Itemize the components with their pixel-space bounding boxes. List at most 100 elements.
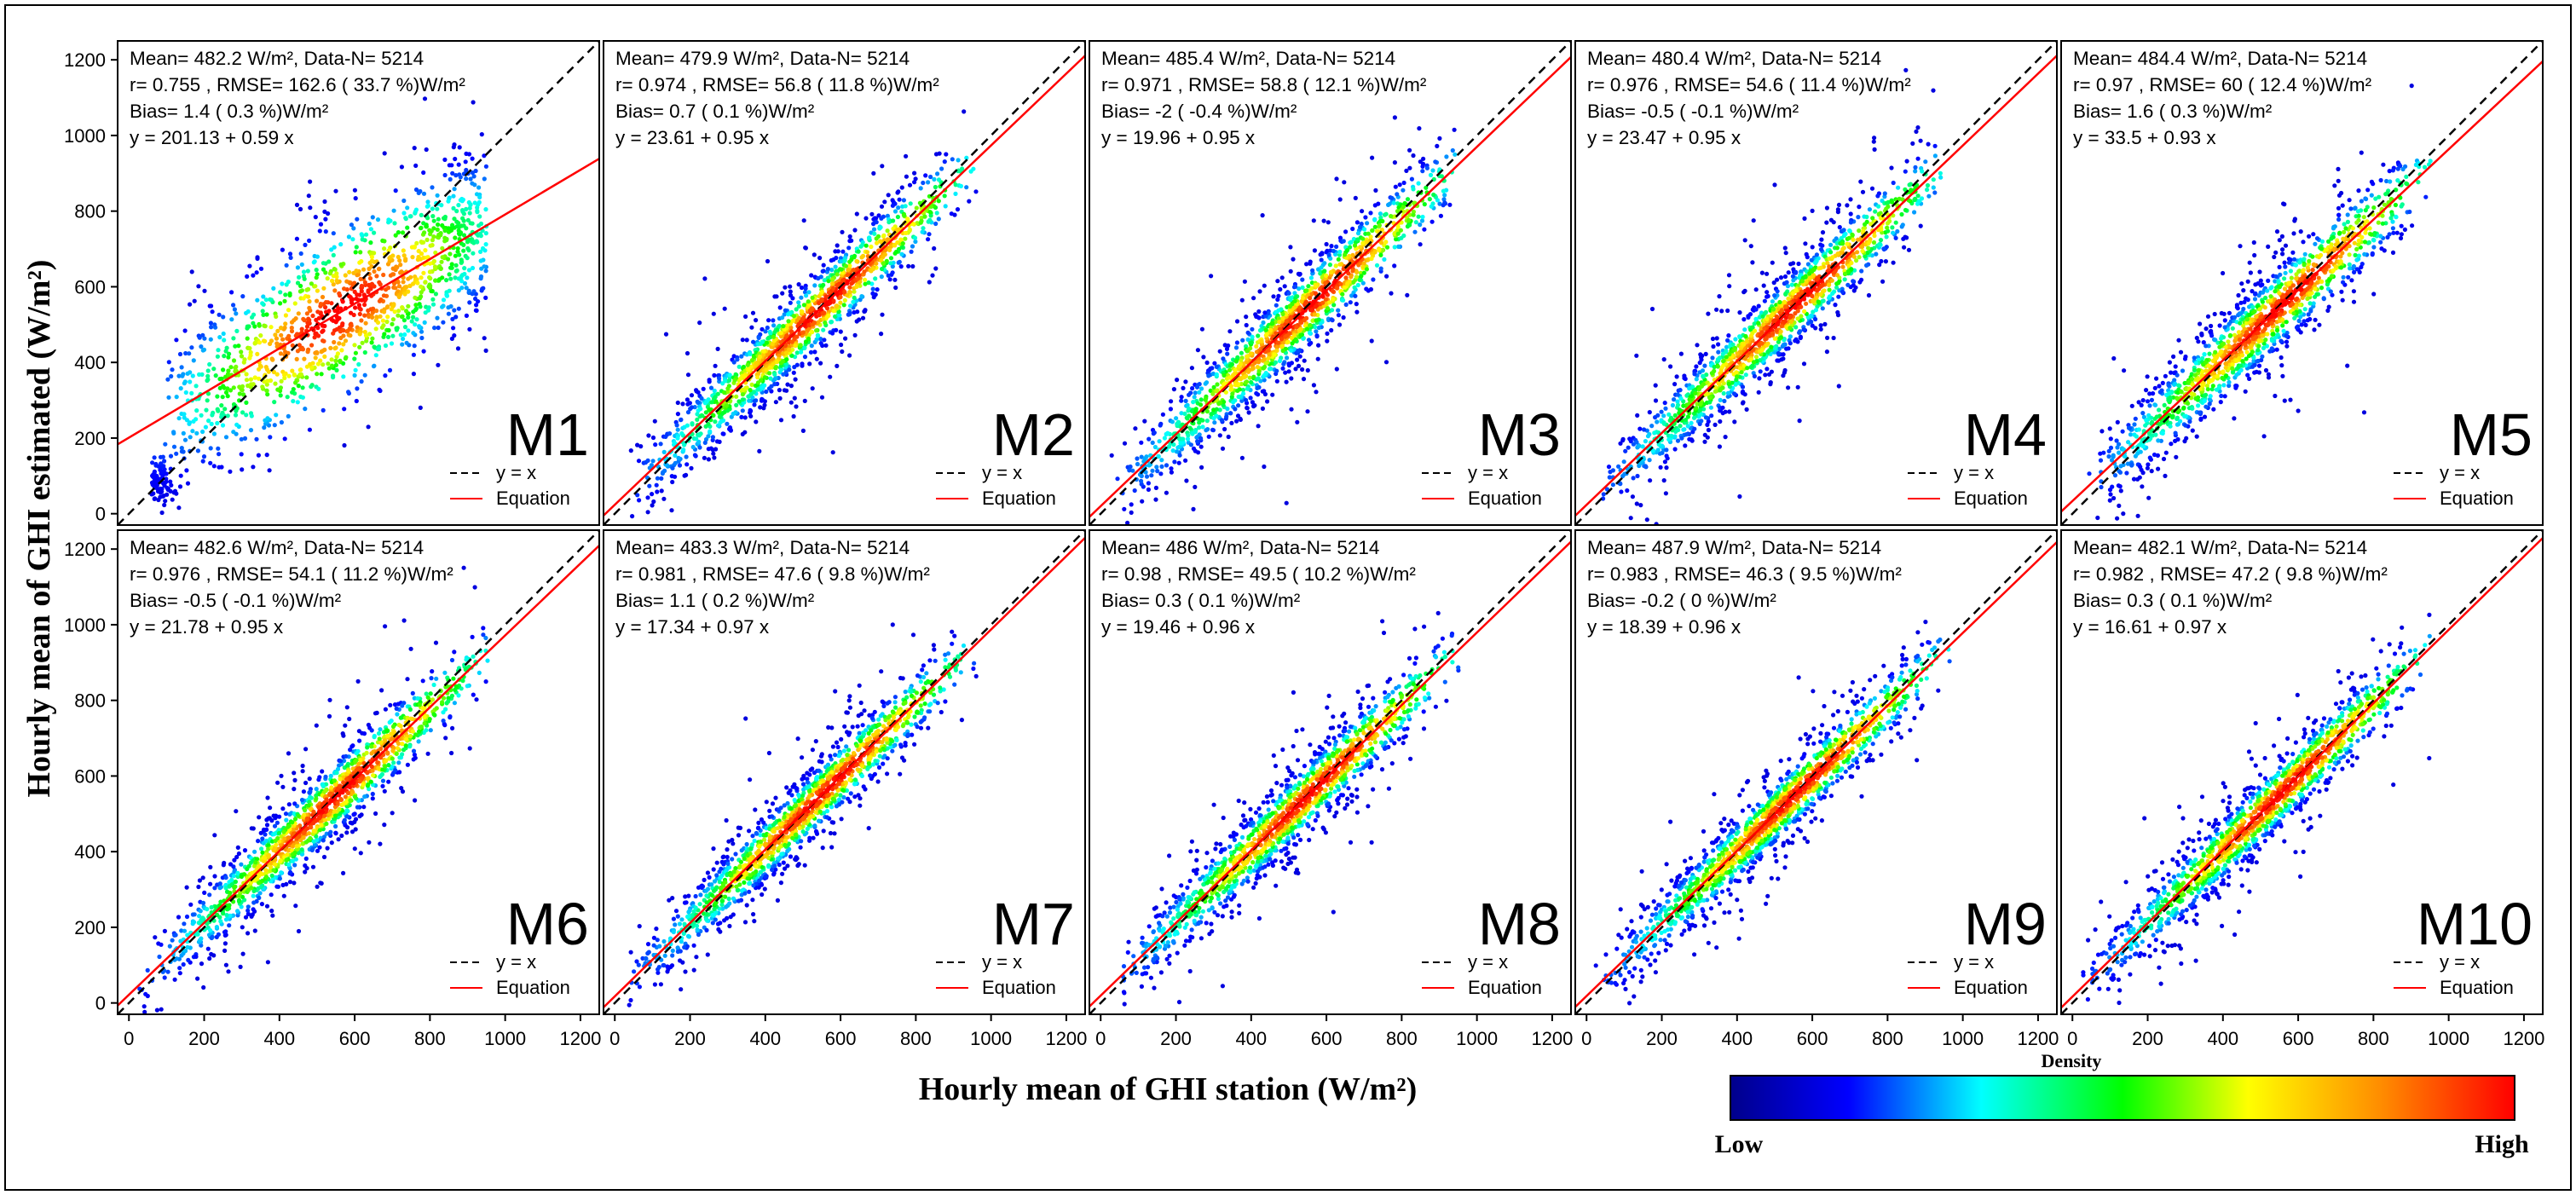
scatter-point <box>372 251 377 256</box>
scatter-point <box>910 263 915 269</box>
scatter-point <box>872 231 877 236</box>
scatter-point <box>1220 446 1226 451</box>
scatter-point <box>1659 409 1664 414</box>
scatter-point <box>1189 408 1195 414</box>
scatter-point <box>1382 212 1388 217</box>
scatter-point <box>1197 420 1202 425</box>
scatter-point <box>1903 67 1909 72</box>
scatter-point <box>1391 200 1396 205</box>
scatter-point <box>663 434 668 439</box>
scatter-point <box>1311 383 1316 388</box>
scatter-point <box>368 227 373 232</box>
scatter-point <box>452 216 457 222</box>
scatter-point <box>427 261 433 266</box>
scatter-point <box>174 395 179 400</box>
scatter-point <box>679 418 684 423</box>
scatter-point <box>226 368 231 373</box>
scatter-point <box>1186 433 1191 438</box>
scatter-point <box>748 388 753 393</box>
scatter-point <box>1175 445 1181 450</box>
scatter-point <box>197 335 202 340</box>
scatter-point <box>1915 125 1920 130</box>
scatter-point <box>645 510 650 515</box>
scatter-point <box>425 237 430 242</box>
scatter-point <box>1166 444 1172 449</box>
scatter-point <box>1275 340 1281 345</box>
scatter-point <box>699 395 704 401</box>
scatter-point <box>1206 373 1211 378</box>
scatter-point <box>482 176 487 182</box>
scatter-point <box>870 291 875 296</box>
scatter-point <box>1285 333 1290 338</box>
scatter-point <box>1238 377 1244 382</box>
scatter-point <box>1277 320 1282 325</box>
scatter-point <box>1802 216 1807 221</box>
scatter-point <box>358 307 363 312</box>
scatter-point <box>1129 510 1134 516</box>
scatter-point <box>333 362 338 367</box>
scatter-point <box>1678 396 1684 401</box>
scatter-point <box>209 325 214 330</box>
scatter-point <box>195 448 200 453</box>
scatter-point <box>374 274 379 279</box>
scatter-point <box>1263 361 1268 366</box>
scatter-point <box>162 502 167 508</box>
scatter-point <box>440 275 445 280</box>
scatter-point <box>676 455 681 461</box>
scatter-point <box>363 332 369 338</box>
scatter-point <box>1878 238 1884 243</box>
scatter-point <box>459 208 465 213</box>
scatter-point <box>797 315 802 320</box>
scatter-point <box>1354 274 1359 280</box>
scatter-point <box>215 394 220 399</box>
scatter-point <box>453 275 458 280</box>
scatter-point <box>182 437 188 442</box>
scatter-point <box>895 214 900 220</box>
scatter-point <box>760 396 765 401</box>
scatter-point <box>464 206 469 211</box>
scatter-point <box>1355 282 1360 288</box>
scatter-point <box>854 319 859 324</box>
scatter-point <box>757 448 762 454</box>
scatter-point <box>1337 249 1343 255</box>
scatter-point <box>1348 300 1353 305</box>
scatter-point <box>685 372 691 378</box>
scatter-point <box>958 183 963 188</box>
scatter-point <box>1251 296 1256 301</box>
scatter-point <box>308 179 313 184</box>
scatter-point <box>419 226 424 231</box>
scatter-point <box>452 333 457 338</box>
scatter-point <box>228 469 233 474</box>
scatter-point <box>1296 363 1302 368</box>
scatter-point <box>793 377 798 382</box>
scatter-point <box>210 413 215 418</box>
scatter-point <box>369 258 375 263</box>
scatter-point <box>1336 257 1341 262</box>
scatter-point <box>150 460 155 465</box>
scatter-point <box>849 238 854 243</box>
scatter-point <box>1310 268 1315 273</box>
scatter-point <box>430 185 435 190</box>
scatter-point <box>315 254 320 259</box>
scatter-point <box>459 257 464 263</box>
scatter-point <box>774 294 779 299</box>
scatter-point <box>315 372 320 377</box>
scatter-point <box>1222 426 1227 432</box>
scatter-point <box>1135 456 1140 461</box>
scatter-point <box>282 298 287 303</box>
scatter-point <box>788 289 793 294</box>
scatter-point <box>318 358 323 363</box>
scatter-point <box>1309 308 1314 313</box>
scatter-point <box>1842 277 1847 282</box>
scatter-point <box>1354 309 1360 315</box>
scatter-point <box>223 390 229 395</box>
scatter-point <box>1912 197 1917 203</box>
scatter-point <box>918 186 923 191</box>
scatter-point <box>286 413 291 419</box>
scatter-point <box>895 240 900 245</box>
scatter-point <box>1236 403 1241 408</box>
scatter-point <box>1211 407 1216 413</box>
scatter-point <box>241 360 246 365</box>
scatter-point <box>822 278 827 283</box>
scatter-point <box>1153 485 1158 491</box>
